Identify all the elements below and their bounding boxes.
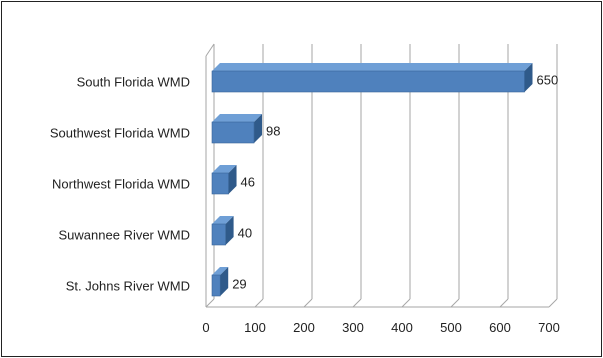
category-label: Southwest Florida WMD <box>50 126 190 141</box>
bar-top-face <box>212 165 237 173</box>
category-label: South Florida WMD <box>77 75 190 90</box>
data-label: 98 <box>266 124 280 139</box>
data-label: 46 <box>241 175 255 190</box>
x-tick-label: 500 <box>440 320 462 335</box>
left-wall-top <box>205 43 215 57</box>
x-tick-label: 700 <box>538 320 560 335</box>
x-tick-label: 400 <box>391 320 413 335</box>
floor-gridline <box>352 298 362 308</box>
bar-front-face <box>211 121 255 144</box>
floor-gridline <box>205 298 215 308</box>
bar-side-face <box>254 114 263 143</box>
floor-gridline <box>254 298 264 308</box>
bar-front-face <box>211 70 525 93</box>
data-label: 650 <box>537 73 559 88</box>
bar-top-face <box>212 114 263 122</box>
category-label: Northwest Florida WMD <box>52 177 190 192</box>
bar-top-face <box>212 63 533 71</box>
floor-gridline <box>548 298 558 308</box>
bar-top-face <box>212 216 234 224</box>
bar-side-face <box>225 216 234 245</box>
bar-5 <box>211 267 229 297</box>
x-tick-label: 600 <box>489 320 511 335</box>
floor-gridline <box>499 298 509 308</box>
bar-front-face <box>211 274 221 297</box>
bar-side-face <box>228 165 237 194</box>
x-tick-label: 200 <box>293 320 315 335</box>
category-label: Suwannee River WMD <box>59 228 191 243</box>
bar-side-face <box>524 63 533 92</box>
bar-top-face <box>212 267 229 275</box>
floor-gridline <box>401 298 411 308</box>
bar-2 <box>211 114 263 144</box>
x-tick-label: 300 <box>342 320 364 335</box>
category-label: St. Johns River WMD <box>66 279 190 294</box>
data-label: 40 <box>238 226 252 241</box>
bar-side-face <box>220 267 229 296</box>
bar-4 <box>211 216 234 246</box>
labels: 0 100 200 300 400 500 600 700 South Florida WMD 6… <box>50 73 560 336</box>
bar-front-face <box>211 223 226 246</box>
floor-gridline <box>450 298 460 308</box>
data-label: 29 <box>232 277 246 292</box>
bar-front-face <box>211 172 229 195</box>
x-tick-label: 100 <box>244 320 266 335</box>
bar-3 <box>211 165 237 195</box>
floor-gridline <box>303 298 313 308</box>
bar-1 <box>211 63 533 93</box>
x-tick-label: 0 <box>202 320 209 335</box>
bars <box>211 63 533 297</box>
